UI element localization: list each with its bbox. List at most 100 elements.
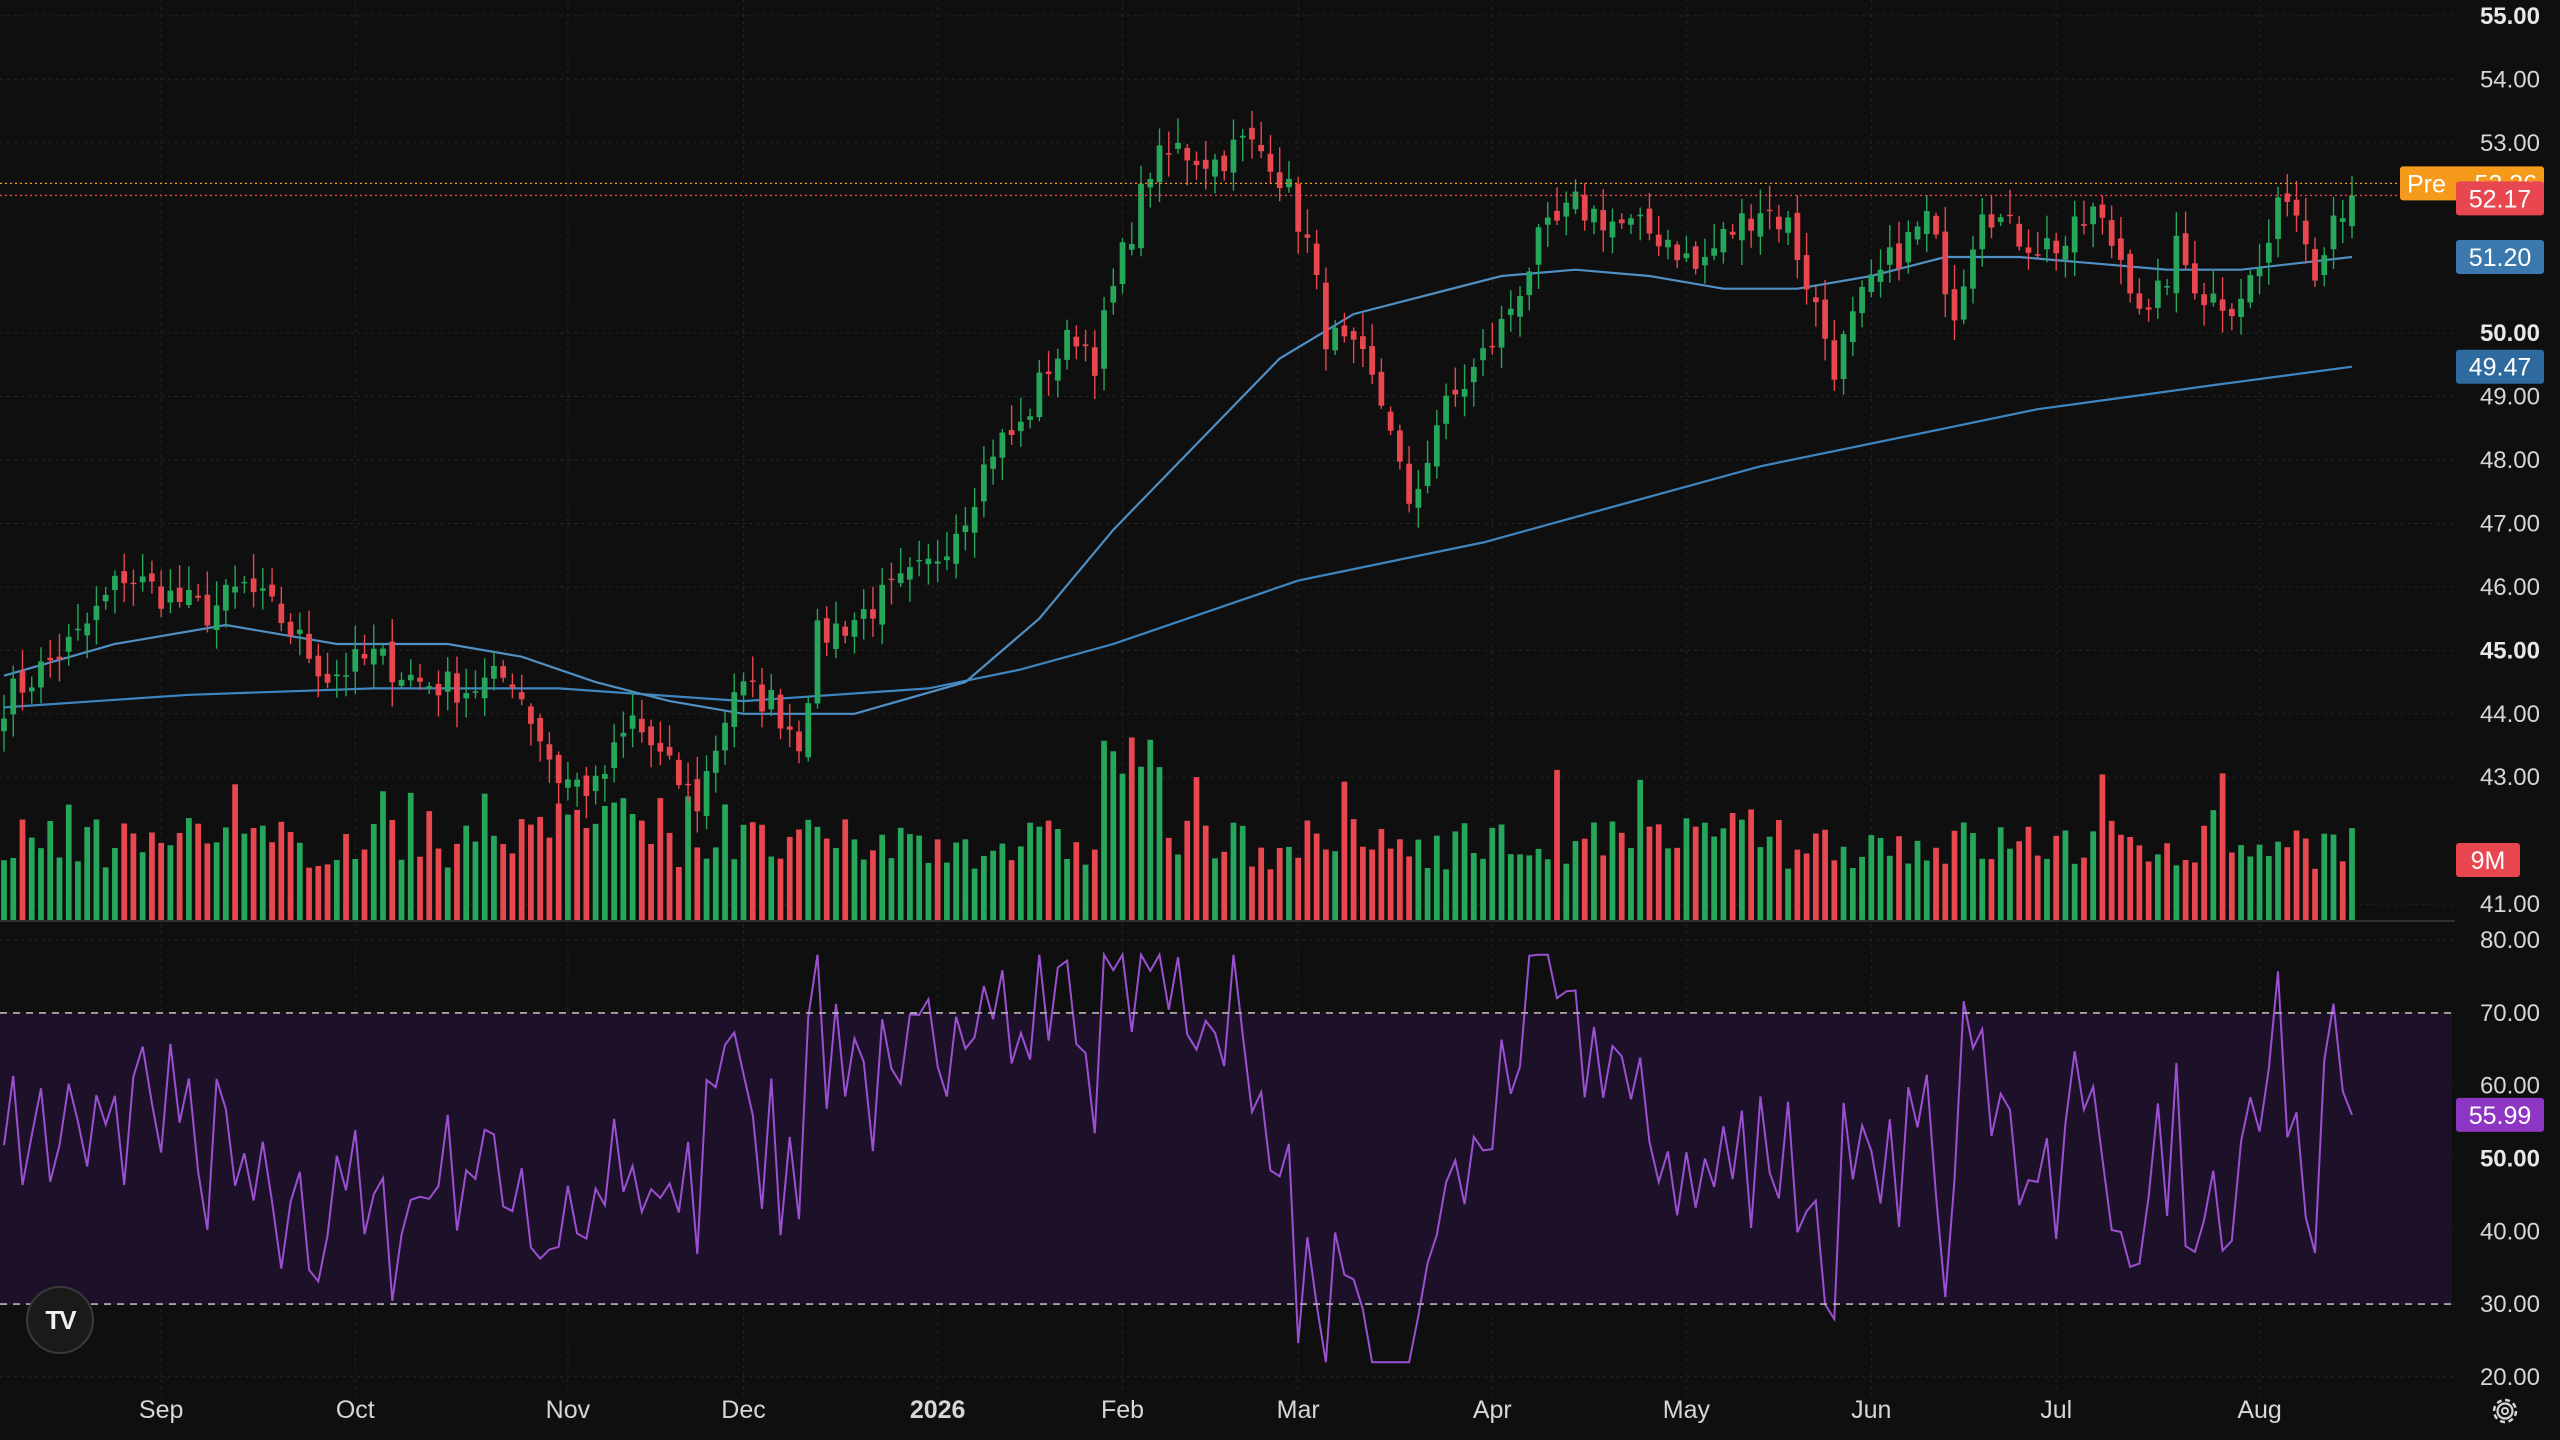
candle [749, 656, 756, 698]
candle [139, 553, 146, 592]
candle [1997, 213, 2004, 226]
candle [629, 690, 636, 748]
tradingview-logo[interactable]: TV [26, 1286, 94, 1354]
candle-body [2099, 204, 2106, 218]
candle [768, 674, 775, 717]
candle-body [1184, 147, 1191, 161]
candle [1970, 235, 1976, 304]
candle [2293, 180, 2300, 232]
volume-bar [2219, 773, 2226, 920]
volume-bar [1702, 822, 1708, 920]
volume-bar [611, 802, 617, 920]
candle [1859, 280, 1865, 328]
ma50-badge-label: 51.20 [2469, 244, 2532, 272]
candle [907, 557, 913, 602]
candle-body [315, 655, 322, 677]
candle [10, 665, 17, 737]
candle-body [620, 732, 627, 737]
volume-bar [1101, 740, 1107, 920]
candle [1776, 204, 1782, 243]
candle-body [389, 641, 396, 683]
volume-bar [2053, 835, 2060, 920]
candle [1008, 405, 1015, 445]
volume-bar [1609, 821, 1616, 920]
volume-bar [2081, 857, 2087, 920]
volume-bar [1757, 847, 1764, 920]
candle-body [2044, 238, 2050, 250]
volume-bar [1027, 822, 1033, 920]
candle [2228, 303, 2235, 331]
candle [324, 652, 331, 689]
candle-body [990, 456, 996, 469]
candle [167, 569, 174, 614]
candle-body [666, 746, 673, 756]
candle [186, 566, 192, 609]
candle [1951, 265, 1958, 340]
candle-body [2081, 224, 2087, 226]
candle-body [1415, 488, 1422, 508]
volume-bar [833, 848, 839, 920]
candle-body [1286, 178, 1292, 188]
price-axis[interactable]: 55.00 54.00 53.00 50.00 49.00 48.00 47.00 46.00… [2480, 3, 2540, 1391]
time-axis[interactable]: Sep Oct Nov Dec 2026 Feb Mar Apr May Jun Jul Aug [139, 1396, 2282, 1424]
candle-body [1979, 214, 1986, 250]
volume-bar [1766, 836, 1773, 920]
candle-body [518, 692, 525, 700]
candle [1110, 268, 1117, 315]
candle [1286, 161, 1292, 193]
candle [213, 581, 220, 649]
candle [897, 548, 904, 588]
candle [953, 514, 960, 579]
volume-bar [999, 843, 1006, 920]
candle-body [1165, 153, 1172, 155]
volume-bar [1923, 860, 1930, 920]
candle-body [2127, 253, 2134, 294]
volume-bar [435, 848, 442, 920]
volume-bar [1480, 858, 1486, 920]
candle [306, 610, 312, 664]
candle-body [1831, 340, 1838, 380]
volume-bars [1, 737, 2355, 920]
volume-bar [860, 859, 867, 920]
volume-bar [1082, 864, 1089, 920]
candle [56, 633, 63, 682]
candle-body [1988, 214, 1995, 228]
volume-bar [38, 848, 44, 920]
candle [1332, 319, 1339, 355]
volume-bar [731, 859, 738, 920]
ma50-line [3, 255, 2353, 715]
candle [1396, 424, 1403, 470]
candle [65, 623, 72, 666]
candle-body [999, 432, 1006, 458]
volume-bar [1785, 868, 1791, 920]
candle [2210, 269, 2217, 307]
candle [509, 673, 516, 699]
candle [2145, 298, 2152, 322]
candle-body [1591, 208, 1597, 223]
volume-bar [2210, 810, 2217, 920]
rsi-indicator [0, 951, 2452, 1364]
candle-body [65, 636, 72, 652]
price-tick-label: 46.00 [2480, 574, 2540, 601]
candle [1082, 329, 1089, 362]
candle-body [1757, 213, 1764, 237]
candle-body [1665, 239, 1671, 248]
candle [1637, 207, 1644, 241]
candle-body [2071, 216, 2078, 253]
candle-body [398, 679, 405, 686]
volume-bar [944, 862, 950, 920]
volume-bar [84, 827, 91, 920]
volume-bar [481, 793, 488, 920]
volume-bar [370, 823, 377, 920]
price-candles[interactable] [1, 110, 2355, 833]
candle [417, 663, 423, 690]
candle [1868, 259, 1875, 298]
candle-body [2210, 293, 2217, 303]
volume-bar [75, 861, 81, 920]
candle-body [186, 589, 192, 606]
volume-bar [1119, 773, 1126, 920]
candle-body [2312, 249, 2318, 281]
settings-gear-icon[interactable] [2488, 1394, 2522, 1428]
volume-bar [1489, 827, 1496, 920]
